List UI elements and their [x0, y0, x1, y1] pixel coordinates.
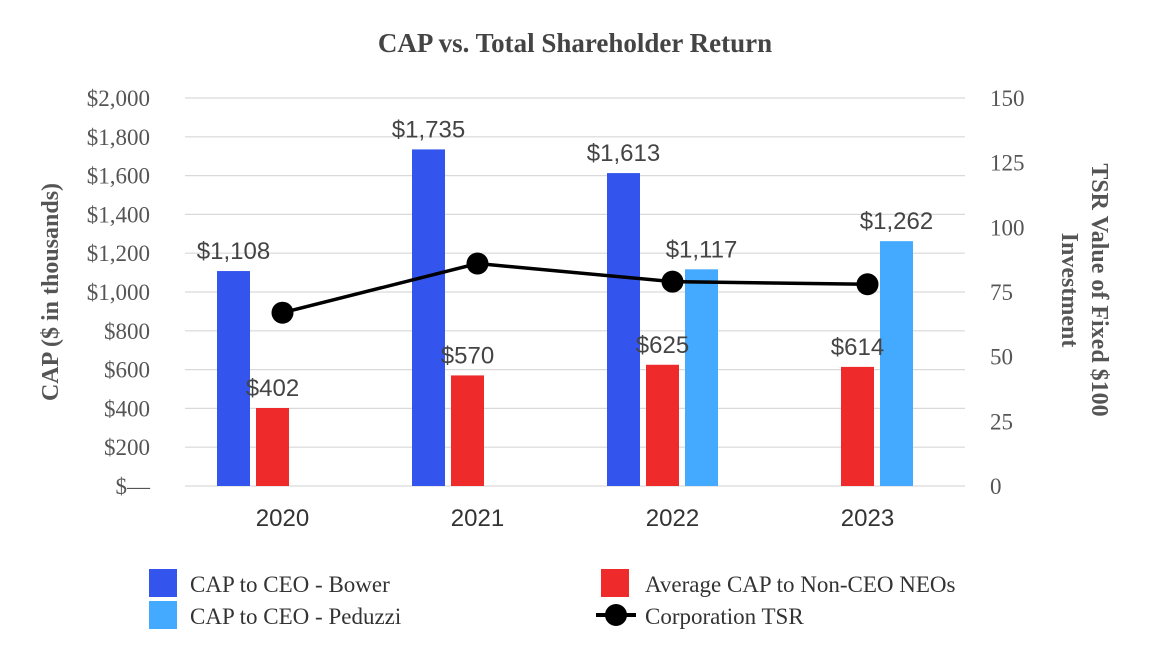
legend-label-bower: CAP to CEO - Bower — [190, 572, 390, 597]
bar — [451, 375, 484, 486]
x-tick-label: 2023 — [841, 505, 894, 532]
y2-axis-label-line2: Investment — [1056, 233, 1082, 348]
bar — [880, 241, 913, 486]
tsr-point — [856, 273, 879, 296]
bar-labels: $1,108 $1,735 $1,613 $402 $570 $625 $614 $1,117… — [197, 116, 933, 402]
legend: CAP to CEO - Bower CAP to CEO - Peduzzi … — [149, 569, 956, 629]
bar — [607, 173, 640, 486]
legend-label-tsr: Corporation TSR — [645, 604, 804, 629]
bar — [841, 366, 874, 486]
bar-value-label: $1,117 — [666, 236, 738, 263]
tsr-point — [661, 270, 684, 293]
y-tick-label: $200 — [104, 435, 150, 460]
y-axis-right: 0 25 50 75 100 125 150 — [990, 86, 1025, 499]
tsr-line — [282, 261, 868, 315]
y2-axis-label-line1: TSR Value of Fixed $100 — [1086, 163, 1112, 416]
y-axis-left: $— $200 $400 $600 $800 $1,000 $1,200 $1,400 $1,6… — [87, 86, 151, 499]
gridlines — [185, 97, 965, 487]
y2-tick-label: 75 — [990, 280, 1013, 305]
bar-value-label: $1,613 — [587, 140, 660, 167]
y-tick-label: $1,800 — [87, 125, 150, 150]
y-tick-label: $— — [116, 474, 152, 499]
chart-title: CAP vs. Total Shareholder Return — [378, 28, 772, 58]
y-tick-label: $2,000 — [87, 86, 150, 111]
legend-swatch-neo — [601, 569, 629, 597]
bar-value-label: $570 — [441, 342, 494, 369]
tsr-point — [466, 252, 489, 275]
y-tick-label: $400 — [104, 396, 150, 421]
tsr-point — [271, 301, 294, 324]
y2-tick-label: 100 — [990, 215, 1025, 240]
y2-tick-label: 125 — [990, 151, 1025, 176]
y-tick-label: $800 — [104, 319, 150, 344]
y-tick-label: $1,200 — [87, 241, 150, 266]
legend-label-peduzzi: CAP to CEO - Peduzzi — [190, 604, 401, 629]
x-axis: 2020 2021 2022 2023 — [256, 505, 894, 532]
bar — [256, 408, 289, 486]
bar — [412, 149, 445, 486]
legend-marker-tsr — [605, 604, 627, 626]
y-tick-label: $1,400 — [87, 202, 150, 227]
x-tick-label: 2022 — [646, 505, 699, 532]
bar-value-label: $625 — [636, 332, 689, 359]
y-tick-label: $600 — [104, 358, 150, 383]
bars — [217, 149, 913, 486]
y-axis-label: CAP ($ in thousands) — [38, 183, 64, 401]
y2-tick-label: 50 — [990, 345, 1013, 370]
legend-swatch-bower — [149, 569, 177, 597]
x-tick-label: 2020 — [256, 505, 309, 532]
bar-value-label: $614 — [831, 334, 884, 361]
legend-swatch-peduzzi — [149, 601, 177, 629]
bar — [217, 271, 250, 486]
y2-tick-label: 25 — [990, 409, 1013, 434]
legend-label-neo: Average CAP to Non-CEO NEOs — [645, 572, 956, 597]
bar-value-label: $1,108 — [197, 238, 270, 265]
bar-value-label: $1,735 — [392, 116, 465, 143]
bar — [685, 269, 718, 486]
x-tick-label: 2021 — [451, 505, 504, 532]
y-tick-label: $1,000 — [87, 280, 150, 305]
y2-tick-label: 0 — [990, 474, 1002, 499]
bar-value-label: $1,262 — [860, 208, 933, 235]
bar — [646, 364, 679, 486]
tsr-line-series — [271, 252, 879, 324]
y2-tick-label: 150 — [990, 86, 1025, 111]
y-tick-label: $1,600 — [87, 164, 150, 189]
bar-value-label: $402 — [246, 375, 299, 402]
